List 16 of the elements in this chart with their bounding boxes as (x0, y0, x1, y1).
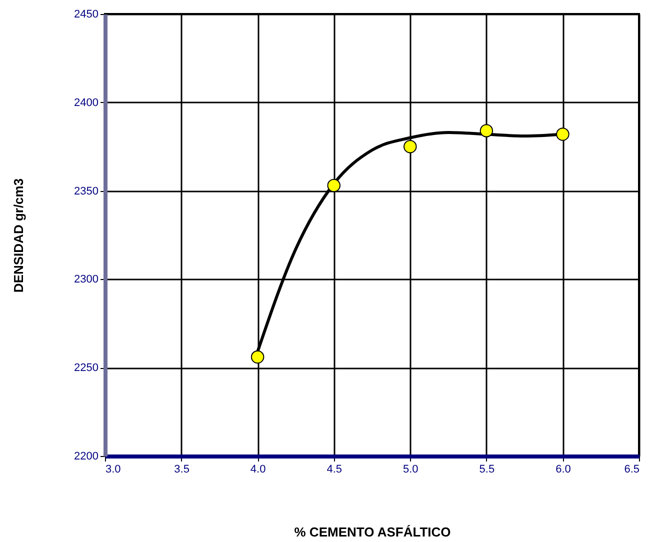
x-tick-label: 3.5 (174, 464, 190, 476)
y-tick-label: 2200 (74, 450, 98, 462)
y-tick-label: 2400 (74, 96, 98, 109)
y-tick-label: 2250 (74, 362, 98, 374)
y-axis-title: DENSIDAD gr/cm3 (11, 178, 26, 293)
y-tick-label: 2450 (74, 8, 98, 20)
y-tick-label: 2350 (74, 185, 98, 198)
x-tick-label: 4.0 (250, 464, 266, 476)
x-tick-label: 6.5 (624, 464, 640, 476)
x-tick-label: 3.0 (106, 464, 121, 476)
x-tick-label: 5.5 (479, 464, 495, 476)
x-tick-label: 6.0 (556, 464, 571, 476)
y-tick-label: 2300 (74, 274, 98, 286)
x-tick-label: 5.0 (402, 464, 418, 476)
x-tick-label: 4.5 (326, 464, 342, 476)
x-axis-title: % CEMENTO ASFÁLTICO (294, 524, 451, 540)
